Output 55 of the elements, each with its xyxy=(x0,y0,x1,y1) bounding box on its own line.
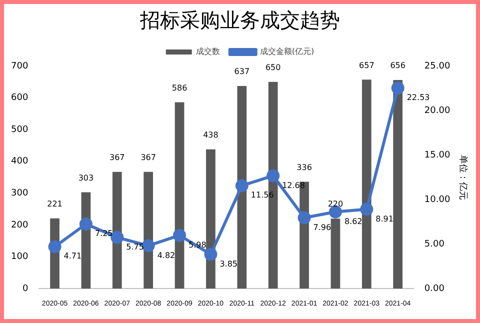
bar xyxy=(393,80,403,289)
y-tick-label: 0 xyxy=(22,284,28,294)
data-label: 220 xyxy=(328,200,344,209)
data-label: 336 xyxy=(296,162,312,172)
y2-tick-label: 25.00 xyxy=(424,61,450,72)
y2-axis-title: 单位：亿元 xyxy=(457,154,468,200)
bar xyxy=(362,80,372,289)
data-label: 656 xyxy=(390,61,406,70)
bar xyxy=(144,172,154,289)
data-label: 303 xyxy=(78,173,94,182)
y-tick-label: 400 xyxy=(10,156,28,167)
data-label: 4.71 xyxy=(64,252,82,261)
data-label: 7.96 xyxy=(313,222,332,232)
y-tick-label: 100 xyxy=(10,252,28,262)
y-tick-label: 300 xyxy=(10,188,28,199)
legend-label: 成交数 xyxy=(196,47,220,56)
point xyxy=(266,169,280,182)
bar xyxy=(206,149,216,289)
y-tick-label: 600 xyxy=(10,93,28,104)
data-label: 367 xyxy=(140,152,156,162)
data-label: 8.62 xyxy=(344,216,362,226)
bar xyxy=(330,218,340,289)
y2-tick-label: 10.00 xyxy=(424,194,450,205)
point xyxy=(360,202,374,216)
legend-label: 成交金额(亿元) xyxy=(260,47,314,56)
data-label: 3.85 xyxy=(220,259,238,268)
data-label: 650 xyxy=(265,62,281,72)
data-label: 22.53 xyxy=(406,93,430,102)
data-label: 657 xyxy=(359,60,374,70)
data-label: 4.82 xyxy=(157,250,176,260)
bar xyxy=(174,102,184,289)
y-tick-label: 700 xyxy=(10,61,28,72)
point xyxy=(79,218,92,231)
data-label: 637 xyxy=(234,67,250,76)
data-label: 438 xyxy=(203,130,218,140)
y-tick-label: 500 xyxy=(10,124,28,135)
point xyxy=(48,240,62,254)
y-tick-label: 200 xyxy=(10,220,28,230)
point xyxy=(235,179,248,192)
data-label: 586 xyxy=(172,83,188,92)
y2-tick-label: 15.00 xyxy=(424,150,450,160)
point xyxy=(110,230,124,244)
data-label: 367 xyxy=(110,152,125,162)
point xyxy=(391,81,404,94)
y2-tick-label: 0.00 xyxy=(424,284,445,294)
point xyxy=(142,239,155,252)
chart-title: 招标采购业务成交趋势 xyxy=(139,8,340,32)
point xyxy=(298,211,311,224)
data-label: 221 xyxy=(47,199,62,208)
data-label: 8.91 xyxy=(376,214,394,224)
y2-tick-label: 20.00 xyxy=(424,106,450,116)
point xyxy=(173,228,186,242)
point xyxy=(204,248,218,261)
bar xyxy=(237,86,247,289)
y2-tick-label: 5.00 xyxy=(424,239,445,250)
